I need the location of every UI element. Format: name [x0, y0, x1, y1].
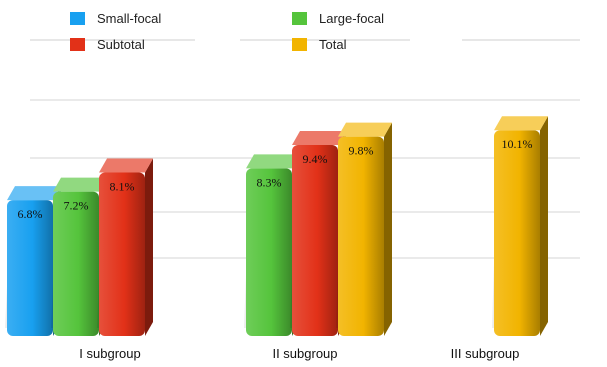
- bar-top: [53, 177, 107, 192]
- bar: [338, 136, 384, 336]
- data-label: 6.8%: [18, 207, 43, 221]
- bar-side: [540, 116, 548, 336]
- legend-swatch: [70, 12, 85, 25]
- data-label: 8.1%: [110, 180, 135, 194]
- data-label: 9.4%: [303, 152, 328, 166]
- bar-top: [7, 186, 61, 201]
- bar: [53, 191, 99, 336]
- bar: [7, 200, 53, 336]
- data-label: 7.2%: [64, 199, 89, 213]
- x-tick-label: III subgroup: [451, 346, 520, 361]
- bar-side: [145, 158, 153, 336]
- data-label: 9.8%: [349, 144, 374, 158]
- legend-label: Small-focal: [97, 11, 161, 26]
- bar: [246, 168, 292, 336]
- bar-top: [338, 122, 392, 137]
- x-tick-label: I subgroup: [79, 346, 140, 361]
- legend-label: Subtotal: [97, 37, 145, 52]
- data-label: 8.3%: [257, 175, 282, 189]
- bar: [494, 130, 540, 336]
- bar-side: [384, 122, 392, 336]
- legend-swatch: [70, 38, 85, 51]
- bar: [292, 145, 338, 336]
- legend-label: Large-focal: [319, 11, 384, 26]
- legend-swatch: [292, 38, 307, 51]
- data-label: 10.1%: [502, 137, 533, 151]
- bar-top: [99, 158, 153, 173]
- legend-swatch: [292, 12, 307, 25]
- bar: [99, 172, 145, 336]
- bar-top: [494, 116, 548, 131]
- legend-label: Total: [319, 37, 347, 52]
- bar-top: [292, 131, 346, 146]
- bar-top: [246, 154, 300, 169]
- x-tick-label: II subgroup: [272, 346, 337, 361]
